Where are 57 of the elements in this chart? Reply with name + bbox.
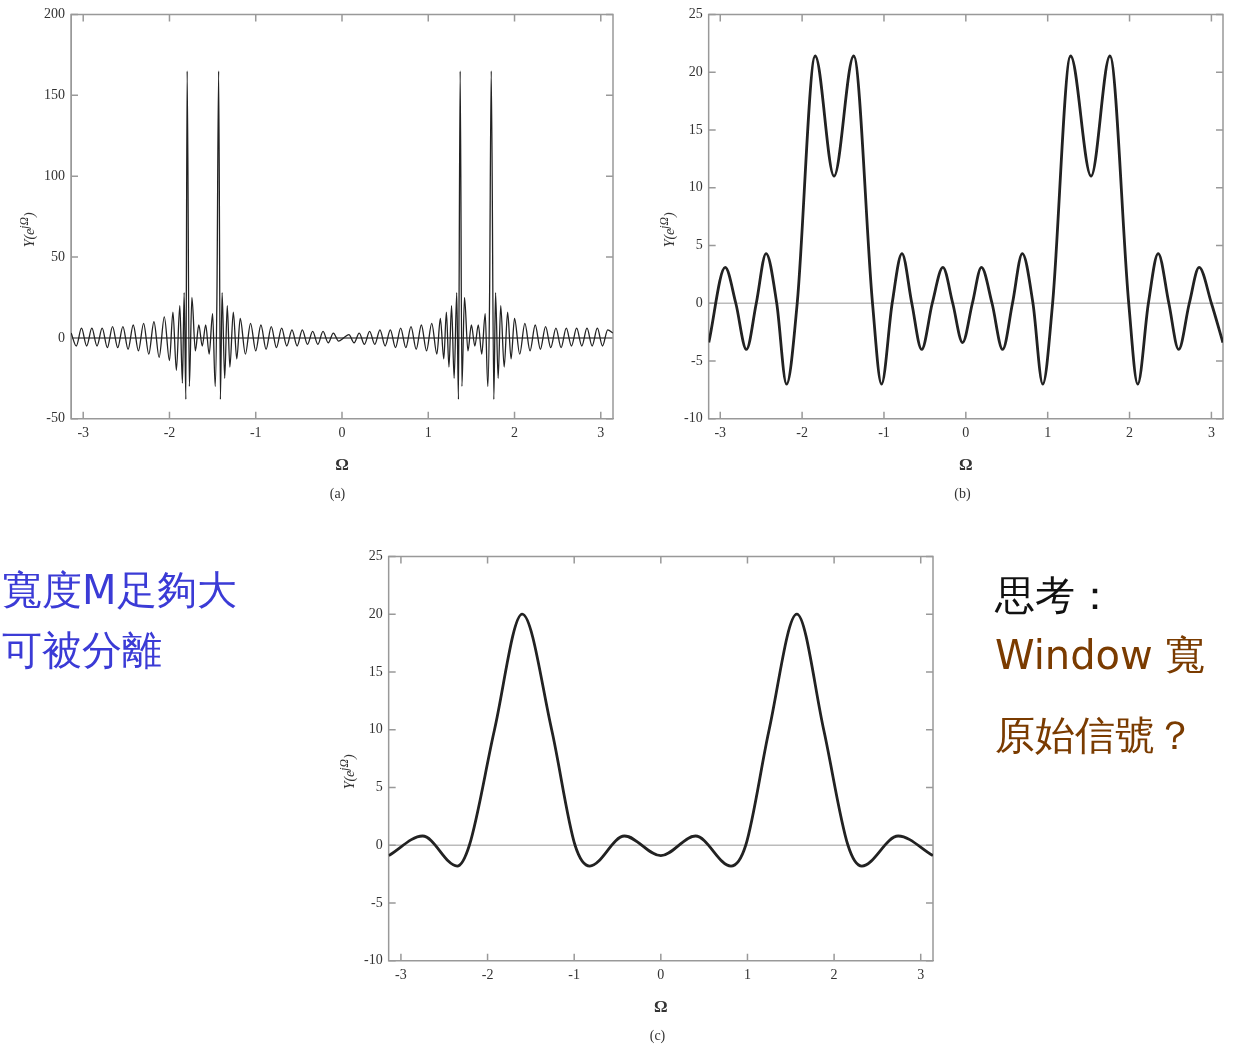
x-tick-label: 2 xyxy=(1126,424,1134,440)
x-tick-label: 0 xyxy=(338,424,346,440)
x-tick-label: -2 xyxy=(481,966,494,982)
x-tick-label: -3 xyxy=(395,966,407,982)
y-tick-label: 20 xyxy=(368,605,383,621)
y-tick-label: 150 xyxy=(44,86,65,102)
text: 思考： xyxy=(995,571,1116,620)
line-series xyxy=(71,70,613,401)
y-tick-label: -50 xyxy=(46,410,65,426)
x-tick-label: -2 xyxy=(796,424,808,440)
text: (a) xyxy=(328,486,347,502)
x-tick-label: 0 xyxy=(657,966,665,982)
x-axis-title: Ω xyxy=(335,455,349,475)
x-tick-label: -3 xyxy=(714,424,727,440)
y-tick-label: 25 xyxy=(688,6,703,22)
y-tick-label: -10 xyxy=(683,410,703,426)
x-tick-label: -1 xyxy=(568,966,581,982)
text: 可被分離 xyxy=(2,626,163,675)
x-axis-title: Ω xyxy=(654,997,668,1017)
y-tick-label: 5 xyxy=(695,237,703,253)
text: Window 寬 xyxy=(995,631,1207,680)
y-tick-label: 200 xyxy=(44,6,65,22)
y-tick-label: 0 xyxy=(695,294,703,310)
x-tick-label: 3 xyxy=(917,966,925,982)
x-tick-label: 2 xyxy=(511,424,519,440)
y-tick-label: 0 xyxy=(58,329,65,345)
y-tick-label: 15 xyxy=(368,663,383,679)
x-tick-label: -2 xyxy=(163,424,176,440)
x-tick-label: 2 xyxy=(830,966,838,982)
text: 原始信號？ xyxy=(995,711,1196,760)
y-tick-label: -5 xyxy=(370,894,383,910)
y-tick-label: -5 xyxy=(690,352,703,368)
x-tick-label: -1 xyxy=(249,424,262,440)
line-series xyxy=(708,54,1223,386)
x-tick-label: -1 xyxy=(878,424,890,440)
y-tick-label: 20 xyxy=(688,63,703,79)
x-tick-label: 0 xyxy=(962,424,970,440)
y-tick-label: -10 xyxy=(363,952,383,968)
x-tick-label: 1 xyxy=(1044,424,1052,440)
text: (b) xyxy=(953,486,972,502)
y-tick-label: 100 xyxy=(44,167,65,183)
x-tick-label: 1 xyxy=(743,966,751,982)
y-tick-label: 0 xyxy=(375,836,383,852)
text: (c) xyxy=(648,1028,667,1044)
y-tick-label: 25 xyxy=(368,548,383,564)
y-tick-label: 50 xyxy=(51,248,65,264)
x-tick-label: -3 xyxy=(77,424,90,440)
y-tick-label: 10 xyxy=(688,179,703,195)
text: 寬度M足夠大 xyxy=(2,566,238,615)
y-tick-label: 10 xyxy=(368,721,383,737)
x-tick-label: 1 xyxy=(424,424,432,440)
x-tick-label: 3 xyxy=(1207,424,1215,440)
x-axis-title: Ω xyxy=(959,455,973,475)
y-tick-label: 15 xyxy=(688,121,703,137)
line-series xyxy=(388,612,933,868)
x-tick-label: 3 xyxy=(597,424,605,440)
y-tick-label: 5 xyxy=(375,779,383,795)
